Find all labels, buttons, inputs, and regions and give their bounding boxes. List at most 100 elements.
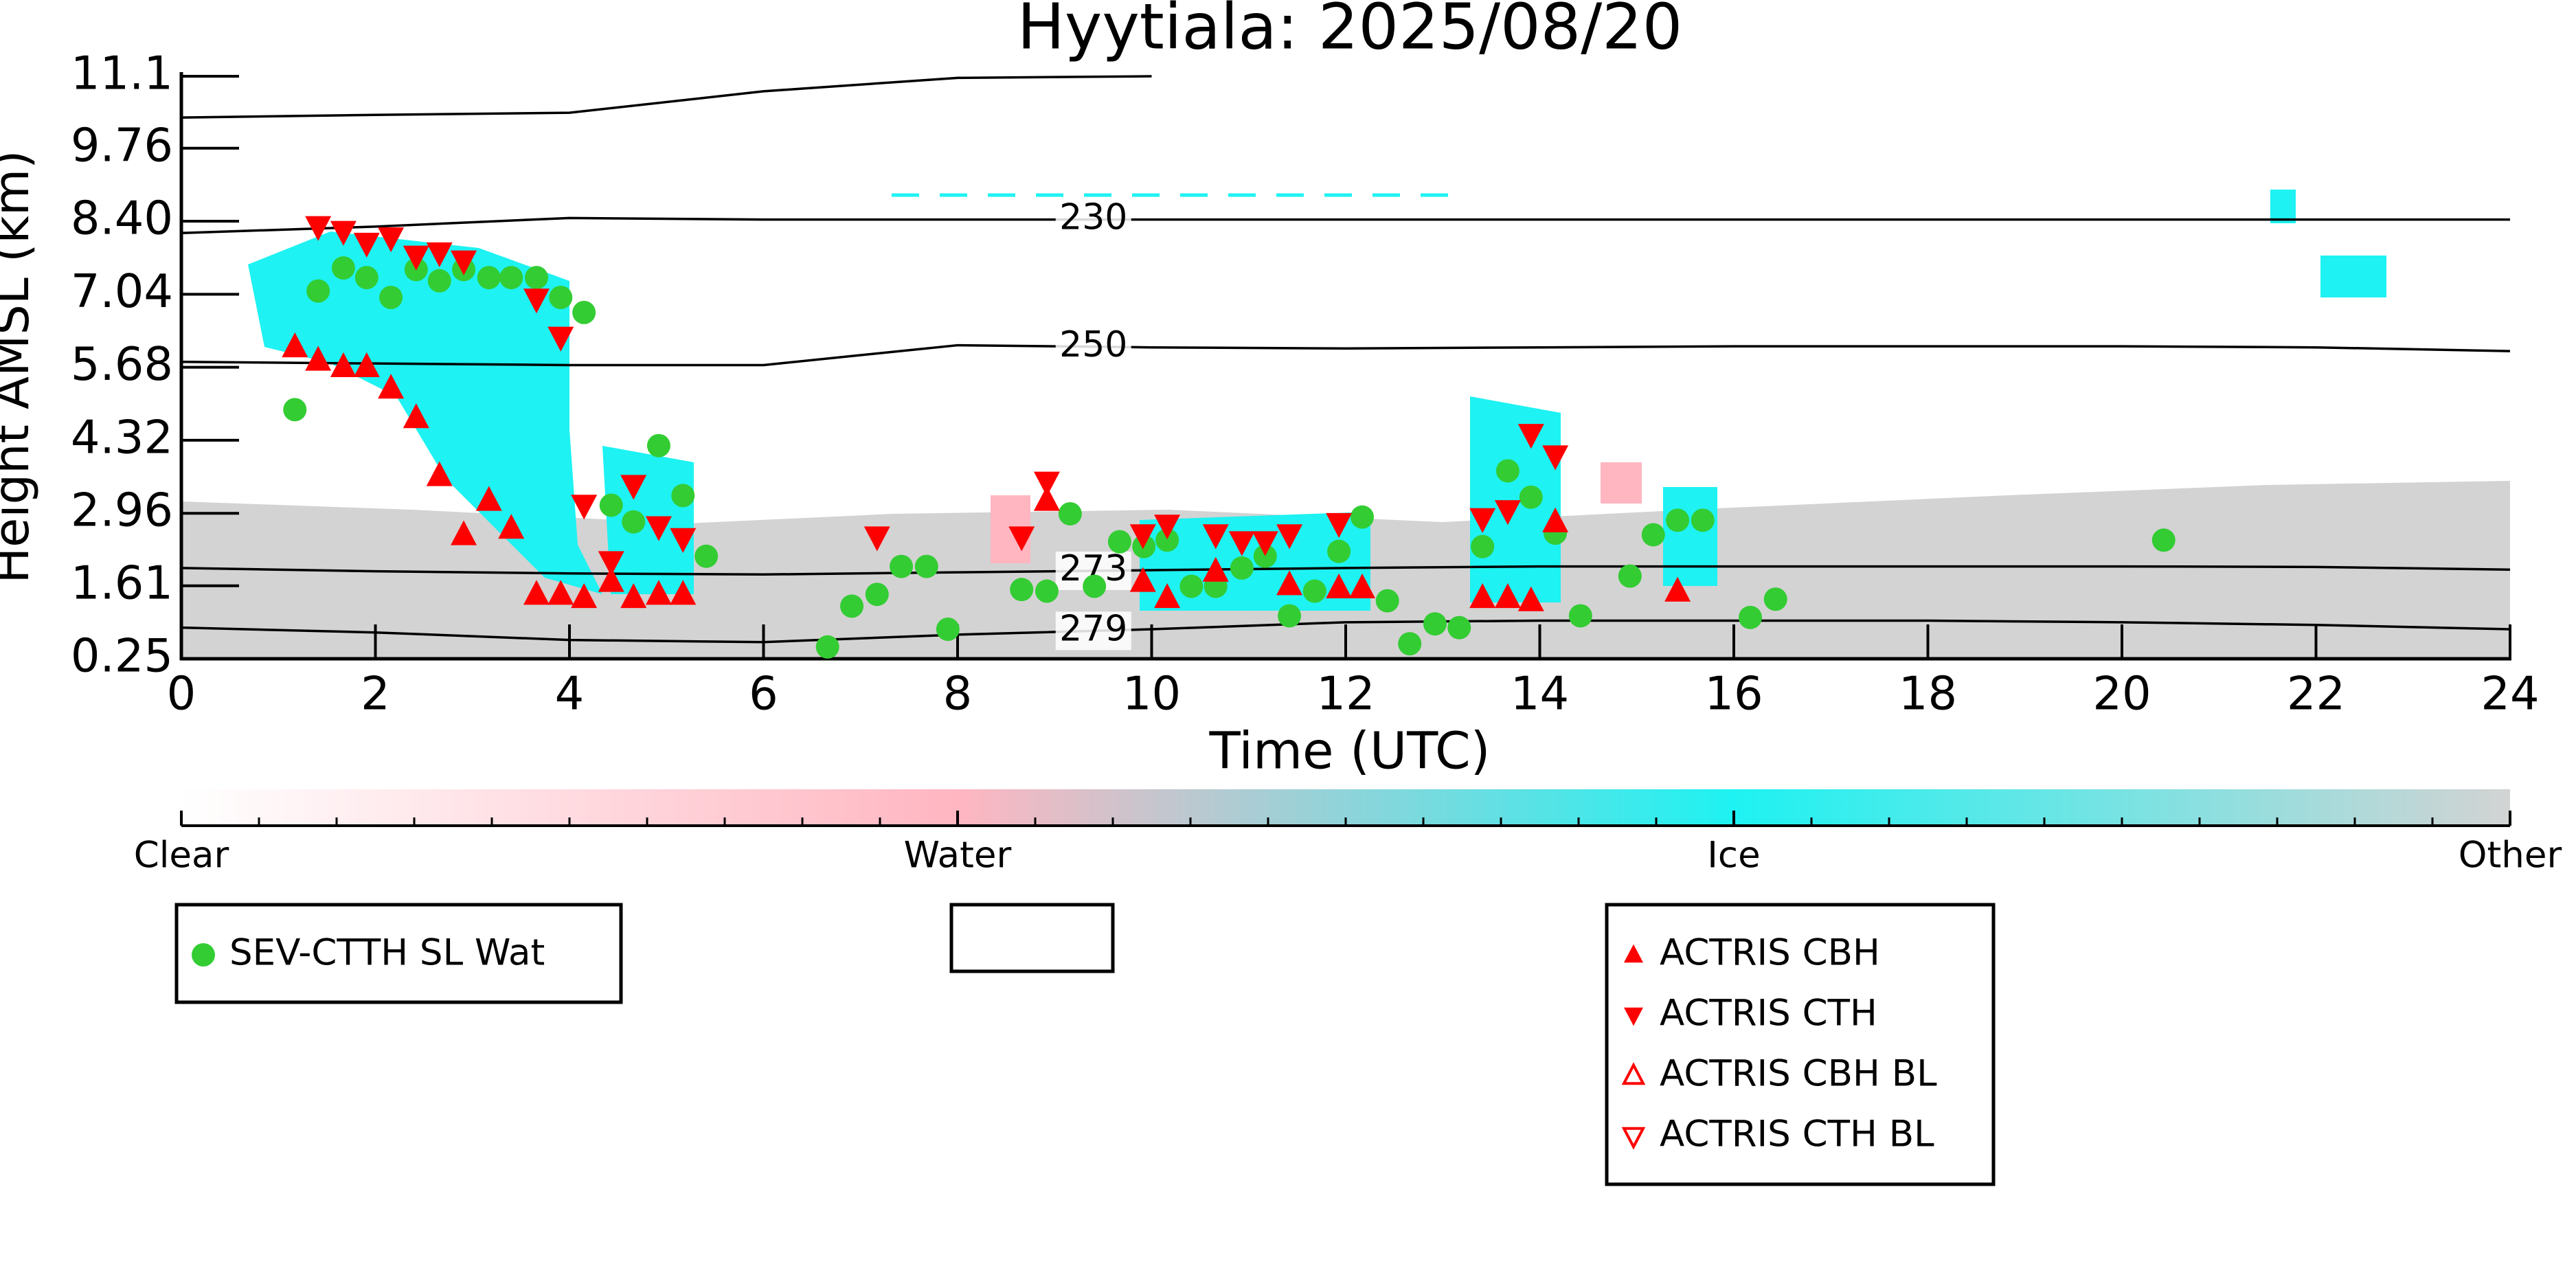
- data-point: [598, 551, 624, 576]
- legend-label: ACTRIS CTH BL: [1660, 1114, 1934, 1155]
- data-point: [403, 403, 429, 429]
- data-point: [1763, 587, 1787, 611]
- data-point: [475, 486, 502, 511]
- data-point: [451, 250, 477, 275]
- data-point: [477, 266, 501, 290]
- data-point: [282, 332, 308, 358]
- data-point: [1542, 445, 1569, 471]
- contour-line: [181, 565, 2511, 576]
- data-point: [499, 266, 523, 290]
- x-tick-label: 14: [1511, 667, 1569, 721]
- data-point: [572, 300, 596, 324]
- legend-label: ACTRIS CBH BL: [1660, 1053, 1937, 1095]
- data-point: [1349, 573, 1376, 599]
- x-tick-label: 6: [749, 667, 778, 721]
- x-tick-label: 16: [1704, 667, 1763, 721]
- data-point: [1739, 605, 1763, 629]
- data-point: [1083, 574, 1107, 598]
- data-point: [646, 433, 670, 457]
- legend-marker: [192, 943, 215, 967]
- x-tick-label: 24: [2481, 667, 2539, 721]
- contour-label: 250: [1059, 324, 1127, 365]
- contour-label: 230: [1059, 197, 1127, 238]
- data-point: [1154, 515, 1181, 540]
- data-point: [353, 352, 380, 378]
- data-point: [571, 495, 598, 520]
- data-point: [524, 266, 548, 290]
- y-axis-label: Height AMSL (km): [0, 150, 40, 584]
- x-axis-label: Time (UTC): [1208, 722, 1490, 781]
- data-point: [671, 484, 695, 508]
- y-tick-label: 7.04: [71, 264, 173, 318]
- data-point: [1469, 508, 1496, 533]
- data-point: [427, 269, 451, 293]
- data-point: [1129, 567, 1156, 592]
- data-point: [1469, 583, 1496, 609]
- data-point: [547, 326, 574, 352]
- contour-label-bg: [1055, 611, 1131, 651]
- data-point: [1253, 544, 1277, 568]
- data-point: [620, 475, 647, 500]
- legend-label: SEV-CTTH SL Wat: [229, 932, 545, 974]
- data-point: [378, 374, 405, 399]
- legend-label: ACTRIS CTH: [1660, 993, 1877, 1035]
- contour-line: [181, 343, 2511, 367]
- data-point: [622, 510, 646, 534]
- x-tick-label: 20: [2092, 667, 2151, 721]
- data-point: [1494, 583, 1521, 609]
- data-point: [331, 256, 355, 280]
- data-point: [670, 580, 697, 605]
- data-point: [620, 583, 647, 609]
- y-tick-label: 2.96: [71, 484, 173, 537]
- colorbar-label: Ice: [1707, 835, 1760, 877]
- data-point: [694, 544, 719, 568]
- contour-line: [181, 619, 2511, 644]
- data-point: [936, 618, 960, 642]
- data-point: [1666, 508, 1690, 532]
- data-point: [379, 286, 403, 310]
- data-point: [1129, 524, 1156, 550]
- data-point: [378, 227, 405, 253]
- data-point: [283, 398, 307, 422]
- contour-label-bg: [1055, 200, 1131, 239]
- data-point: [354, 266, 379, 290]
- data-point: [890, 554, 914, 578]
- data-point: [1035, 579, 1059, 603]
- data-point: [1252, 531, 1278, 556]
- colorbar-label: Other: [2459, 835, 2562, 877]
- data-point: [1278, 604, 1302, 628]
- data-point: [1228, 531, 1255, 556]
- data-point: [1568, 604, 1592, 628]
- x-tick-label: 2: [361, 667, 390, 721]
- x-tick-label: 22: [2287, 667, 2345, 721]
- data-point: [1494, 500, 1521, 526]
- legend-box: [949, 903, 1115, 973]
- legend-marker: [1621, 1062, 1646, 1085]
- x-tick-label: 10: [1122, 667, 1181, 721]
- data-point: [599, 493, 623, 517]
- data-point: [426, 242, 453, 268]
- y-tick-label: 4.32: [71, 410, 173, 464]
- y-tick-label: 0.25: [71, 629, 173, 683]
- contour-line: [181, 216, 2510, 234]
- contour-line: [181, 75, 1152, 119]
- data-point: [1327, 539, 1351, 563]
- data-point: [305, 346, 332, 371]
- data-point: [549, 286, 573, 310]
- data-point: [1517, 424, 1544, 449]
- data-point: [1179, 574, 1204, 598]
- data-point: [1664, 576, 1691, 602]
- colorbar-label: Clear: [134, 835, 229, 877]
- y-tick-label: 5.68: [71, 337, 173, 391]
- data-point: [498, 514, 525, 539]
- x-tick-label: 18: [1899, 667, 1957, 721]
- data-point: [330, 352, 357, 378]
- data-point: [865, 583, 889, 607]
- data-point: [1033, 471, 1060, 497]
- data-point: [2151, 528, 2176, 552]
- data-point: [306, 279, 330, 303]
- data-point: [1375, 589, 1399, 613]
- data-point: [1107, 530, 1131, 554]
- data-point: [547, 580, 574, 605]
- data-point: [1230, 556, 1254, 580]
